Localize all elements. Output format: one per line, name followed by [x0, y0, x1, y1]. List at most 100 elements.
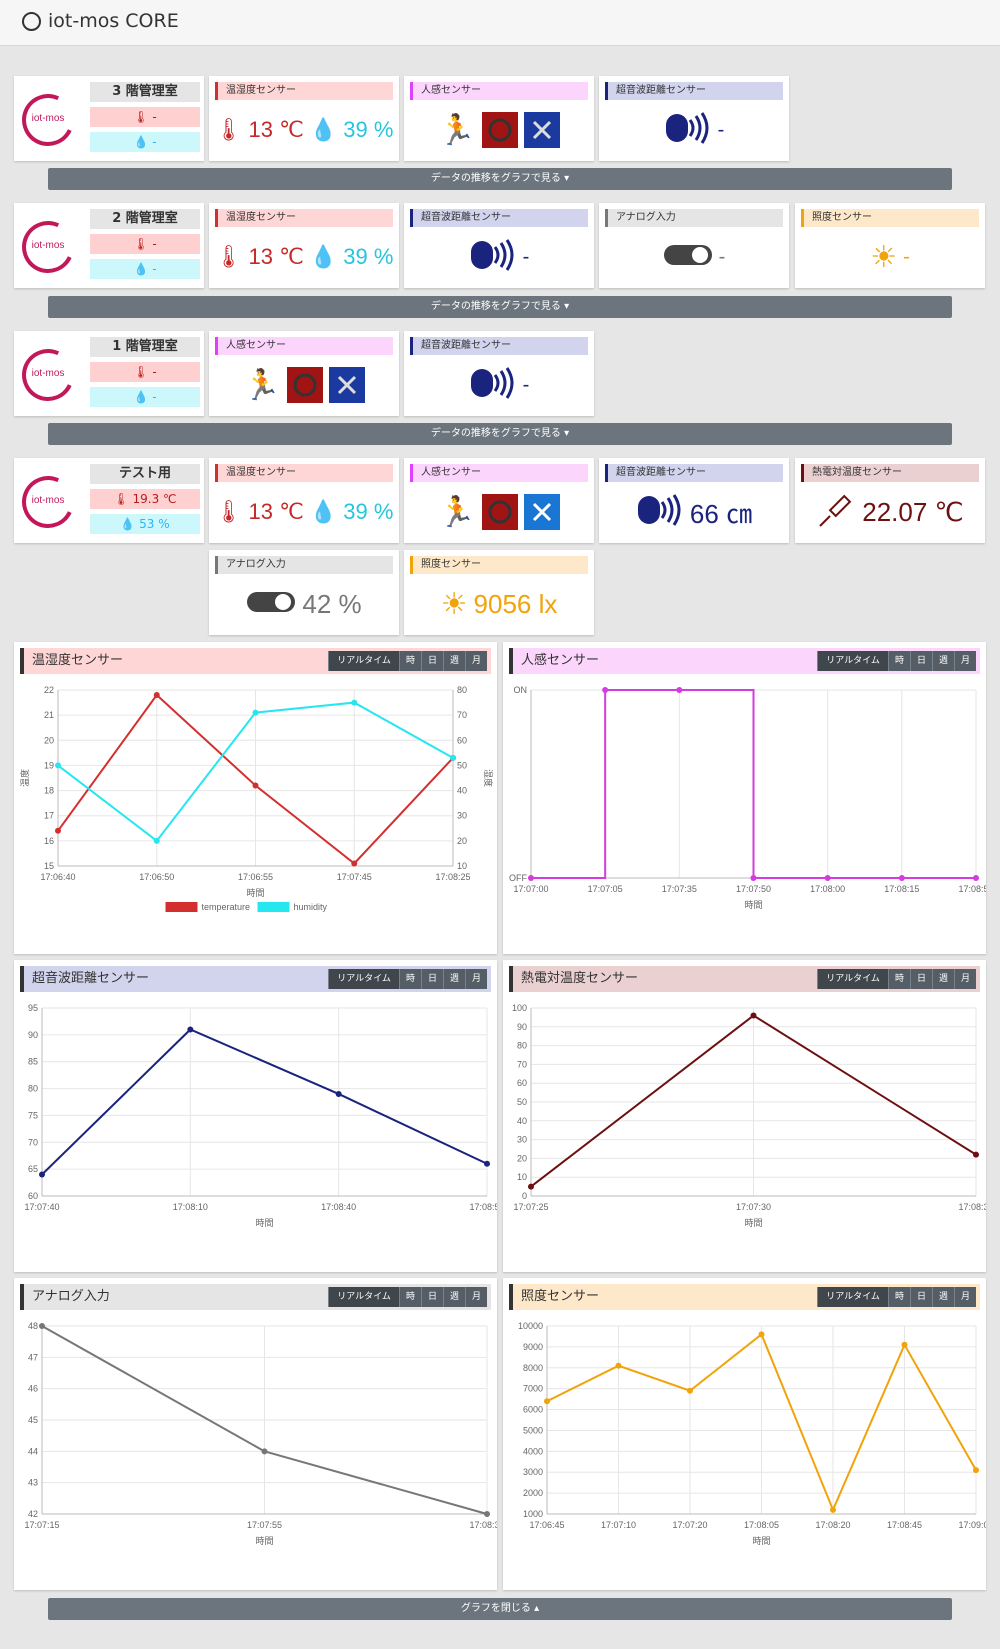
- close-graph-button[interactable]: グラフを閉じる ▴: [48, 1598, 952, 1620]
- y-tick-label: 40: [517, 1116, 527, 1126]
- circle-icon: [481, 112, 518, 148]
- tab-hour[interactable]: 時: [398, 1287, 421, 1307]
- card-title: 温湿度センサー: [215, 464, 393, 482]
- data-point: [484, 1511, 490, 1517]
- tab-day[interactable]: 日: [420, 969, 443, 989]
- tab-month[interactable]: 月: [464, 651, 487, 671]
- data-point: [615, 1362, 622, 1369]
- distance-value: -: [717, 118, 725, 141]
- tab-month[interactable]: 月: [464, 1287, 487, 1307]
- y-tick-label: ON: [514, 685, 528, 695]
- room-card-2f[interactable]: iot-mos 2 階管理室 🌡 - 💧 -: [14, 203, 204, 288]
- analog-card[interactable]: アナログ入力 42 %: [209, 550, 399, 635]
- distance-card[interactable]: 超音波距離センサー 66 ㎝: [599, 458, 789, 543]
- range-tabs: リアルタイム 時 日 週 月: [817, 969, 976, 989]
- show-graph-button[interactable]: データの推移をグラフで見る ▾: [48, 296, 952, 318]
- y-tick-label: 43: [28, 1478, 38, 1488]
- x-tick-label: 17:07:10: [601, 1520, 636, 1530]
- data-point: [758, 1331, 765, 1338]
- lux-card[interactable]: 照度センサー ☀ -: [795, 203, 985, 288]
- y-tick-label: 46: [28, 1384, 38, 1394]
- y-tick-label: 21: [44, 710, 54, 720]
- card-title: 人感センサー: [410, 464, 588, 482]
- temp-hum-card[interactable]: 温湿度センサー 🌡 13 ℃ 💧 39 %: [209, 76, 399, 161]
- tab-week[interactable]: 週: [442, 651, 465, 671]
- tab-month[interactable]: 月: [464, 969, 487, 989]
- x-tick-label: 17:06:45: [529, 1520, 564, 1530]
- humidity-value: 39 %: [343, 499, 394, 524]
- tab-realtime[interactable]: リアルタイム: [817, 651, 888, 671]
- tab-realtime[interactable]: リアルタイム: [328, 969, 399, 989]
- analog-card[interactable]: アナログ入力 -: [599, 203, 789, 288]
- y-tick-label: 1000: [523, 1509, 543, 1519]
- tab-day[interactable]: 日: [909, 1287, 932, 1307]
- motion-card[interactable]: 人感センサー 🏃: [404, 458, 594, 543]
- tab-realtime[interactable]: リアルタイム: [328, 651, 399, 671]
- temp-hum-card[interactable]: 温湿度センサー 🌡 13 ℃ 💧 39 %: [209, 458, 399, 543]
- y2-tick-label: 70: [457, 710, 467, 720]
- tab-day[interactable]: 日: [420, 1287, 443, 1307]
- x-tick-label: 17:07:40: [24, 1202, 59, 1212]
- tab-realtime[interactable]: リアルタイム: [817, 1287, 888, 1307]
- chart-temp-hum: 17:06:40 17:06:50 17:06:55 17:07:45 17:08:25…: [19, 685, 494, 912]
- motion-card[interactable]: 人感センサー 🏃: [209, 331, 399, 416]
- y-tick-label: 5000: [523, 1425, 543, 1435]
- room-name: 3 階管理室: [90, 82, 200, 102]
- distance-value: 66 ㎝: [689, 498, 753, 529]
- room-card-test[interactable]: iot-mos テスト用 🌡 19.3 ℃ 💧 53 %: [14, 458, 204, 543]
- x-axis-label: 時間: [255, 1536, 273, 1546]
- lux-value: 9056 lx: [473, 588, 558, 619]
- analog-value: -: [718, 245, 726, 268]
- room-card-1f[interactable]: iot-mos 1 階管理室 🌡 - 💧 -: [14, 331, 204, 416]
- y2-axis-label: 湿度: [483, 769, 494, 787]
- y-tick-label: 22: [44, 685, 54, 695]
- show-graph-button[interactable]: データの推移をグラフで見る ▾: [48, 423, 952, 445]
- show-graph-button[interactable]: データの推移をグラフで見る ▾: [48, 168, 952, 190]
- humidity-value: 39 %: [343, 244, 394, 269]
- distance-card[interactable]: 超音波距離センサー -: [404, 203, 594, 288]
- tab-hour[interactable]: 時: [887, 1287, 910, 1307]
- tab-realtime[interactable]: リアルタイム: [817, 969, 888, 989]
- tab-week[interactable]: 週: [931, 969, 954, 989]
- tab-day[interactable]: 日: [909, 969, 932, 989]
- motion-card[interactable]: 人感センサー 🏃: [404, 76, 594, 161]
- distance-card[interactable]: 超音波距離センサー -: [404, 331, 594, 416]
- distance-card[interactable]: 超音波距離センサー -: [599, 76, 789, 161]
- data-point: [261, 1448, 268, 1455]
- y-tick-label: 60: [517, 1078, 527, 1088]
- tab-week[interactable]: 週: [931, 1287, 954, 1307]
- tab-hour[interactable]: 時: [398, 969, 421, 989]
- sun-icon: ☀: [440, 587, 468, 621]
- tab-week[interactable]: 週: [442, 969, 465, 989]
- room-temp: 🌡 19.3 ℃: [90, 489, 200, 509]
- tab-day[interactable]: 日: [909, 651, 932, 671]
- card-title: 温湿度センサー: [215, 209, 393, 227]
- tab-realtime[interactable]: リアルタイム: [328, 1287, 399, 1307]
- y-tick-label: 100: [512, 1003, 527, 1013]
- y-tick-label: 9000: [523, 1342, 543, 1352]
- temp-hum-card[interactable]: 温湿度センサー 🌡 13 ℃ 💧 39 %: [209, 203, 399, 288]
- y-tick-label: 20: [517, 1153, 527, 1163]
- thermocouple-probe-icon: [816, 490, 856, 535]
- tab-hour[interactable]: 時: [887, 969, 910, 989]
- x-tick-label: 17:08:50: [958, 884, 986, 894]
- data-point: [602, 687, 609, 693]
- tab-week[interactable]: 週: [931, 651, 954, 671]
- tab-month[interactable]: 月: [953, 1287, 976, 1307]
- y-tick-label: 10: [517, 1172, 527, 1182]
- tab-hour[interactable]: 時: [398, 651, 421, 671]
- tab-hour[interactable]: 時: [887, 651, 910, 671]
- chart-lux: 17:06:45 17:07:10 17:07:20 17:08:05 17:08:20…: [518, 1321, 986, 1546]
- room-humidity: 💧 -: [90, 259, 200, 279]
- thermo-card[interactable]: 熱電対温度センサー 22.07 ℃: [795, 458, 985, 543]
- logo-text: iot-mos: [31, 495, 65, 506]
- tab-month[interactable]: 月: [953, 969, 976, 989]
- brand[interactable]: iot-mos CORE: [22, 10, 179, 32]
- tab-day[interactable]: 日: [420, 651, 443, 671]
- room-card-3f[interactable]: iot-mos 3 階管理室 🌡 - 💧 -: [14, 76, 204, 161]
- lux-card[interactable]: 照度センサー ☀ 9056 lx: [404, 550, 594, 635]
- card-title: 超音波距離センサー: [605, 82, 783, 100]
- tab-week[interactable]: 週: [442, 1287, 465, 1307]
- cross-icon: [523, 494, 560, 530]
- tab-month[interactable]: 月: [953, 651, 976, 671]
